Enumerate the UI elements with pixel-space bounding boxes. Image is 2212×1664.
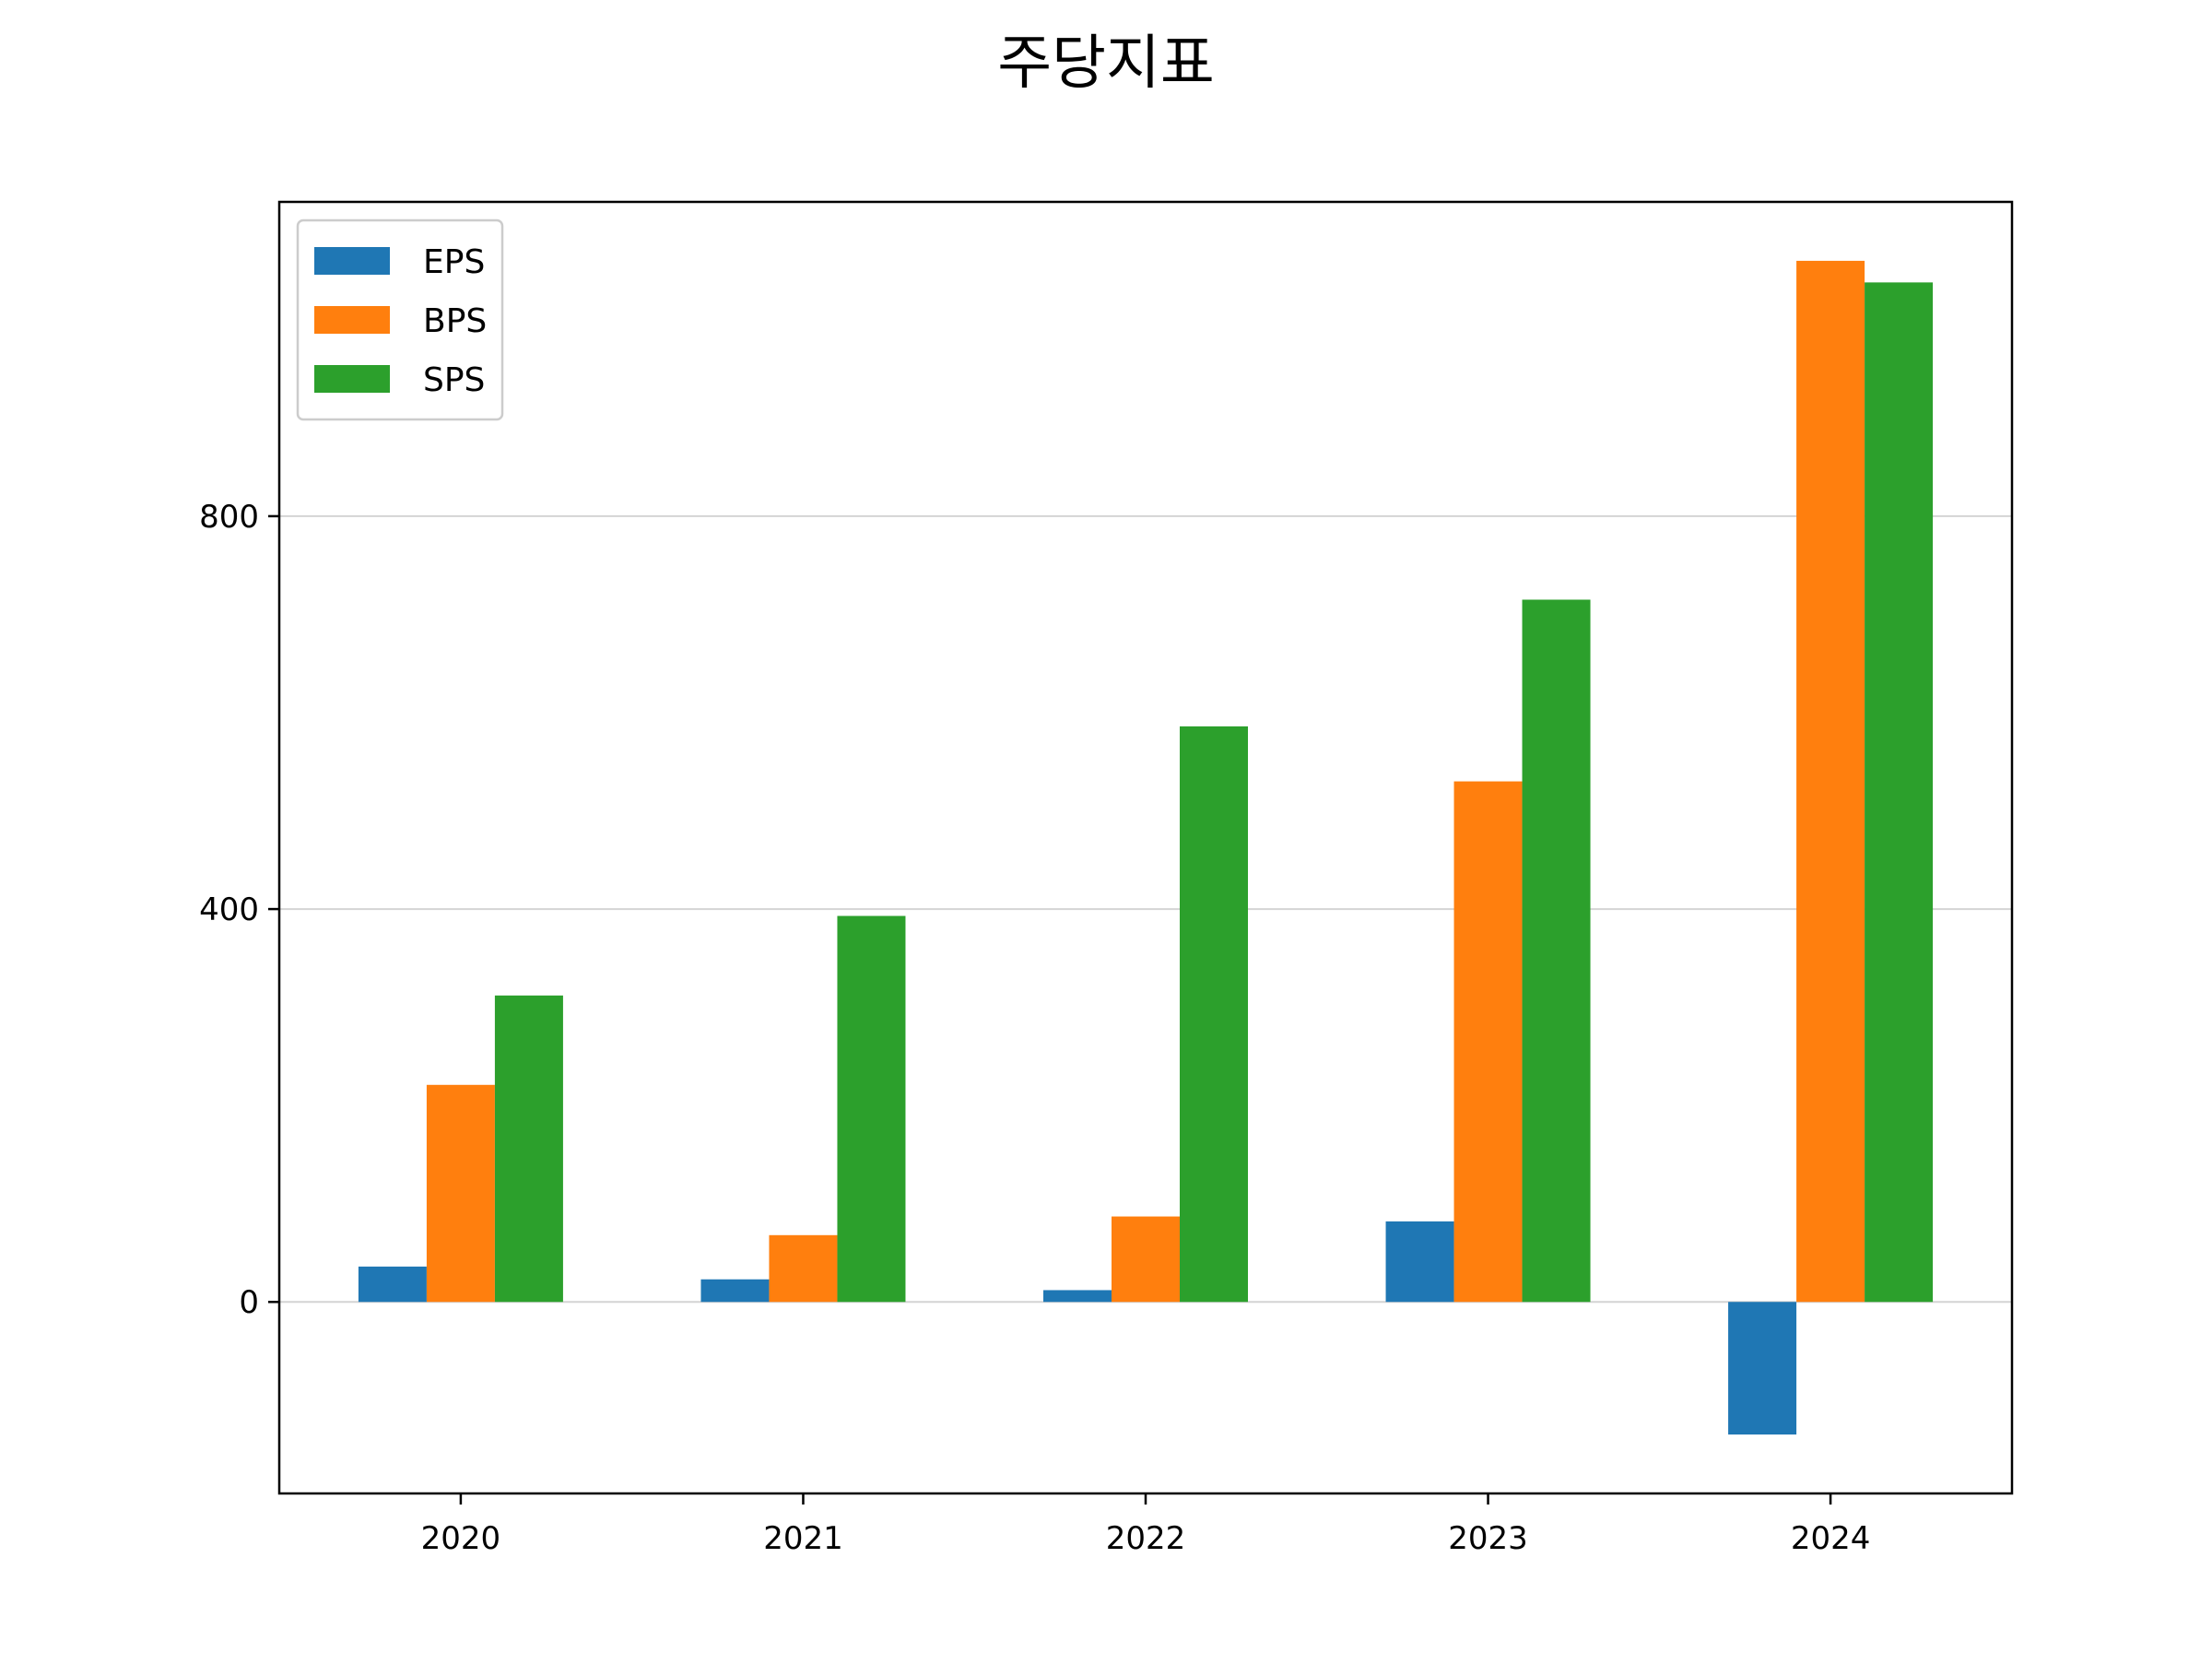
x-tick-label: 2021 — [763, 1520, 843, 1557]
bar-eps-2023 — [1385, 1221, 1454, 1303]
legend: EPS BPS SPS — [296, 218, 504, 421]
bar-sps-2023 — [1522, 599, 1591, 1303]
bar-bps-2021 — [769, 1234, 838, 1303]
bar-eps-2021 — [700, 1279, 770, 1303]
x-tick-label: 2024 — [1791, 1520, 1871, 1557]
bar-eps-2024 — [1728, 1302, 1797, 1435]
chart-title: 주당지표 — [997, 30, 1215, 98]
grid-lines — [279, 514, 2012, 1304]
legend-label-sps: SPS — [423, 361, 485, 399]
legend-label-eps: EPS — [423, 243, 485, 281]
bar-sps-2024 — [1865, 282, 1934, 1303]
y-tick-label: 400 — [199, 891, 259, 928]
bar-eps-2022 — [1043, 1290, 1112, 1303]
bar-sps-2022 — [1180, 726, 1248, 1303]
legend-swatch-sps — [314, 365, 390, 393]
x-tick-label: 2022 — [1106, 1520, 1186, 1557]
bar-bps-2023 — [1453, 781, 1523, 1303]
legend-swatch-eps — [314, 247, 390, 275]
bar-bps-2024 — [1796, 260, 1865, 1303]
bars — [358, 260, 1934, 1435]
y-tick-label: 800 — [199, 499, 259, 536]
legend-label-bps: BPS — [423, 302, 487, 340]
bar-bps-2020 — [426, 1084, 495, 1303]
bar-eps-2020 — [358, 1266, 427, 1303]
axes: 0 400 800 2020 2021 2022 2023 2024 — [199, 499, 1870, 1557]
x-tick-label: 2020 — [421, 1520, 501, 1557]
bar-sps-2020 — [494, 995, 563, 1303]
legend-swatch-bps — [314, 306, 390, 334]
y-tick-label: 0 — [239, 1284, 259, 1321]
bar-bps-2022 — [1112, 1216, 1180, 1303]
x-tick-label: 2023 — [1448, 1520, 1528, 1557]
bar-sps-2021 — [837, 915, 906, 1303]
